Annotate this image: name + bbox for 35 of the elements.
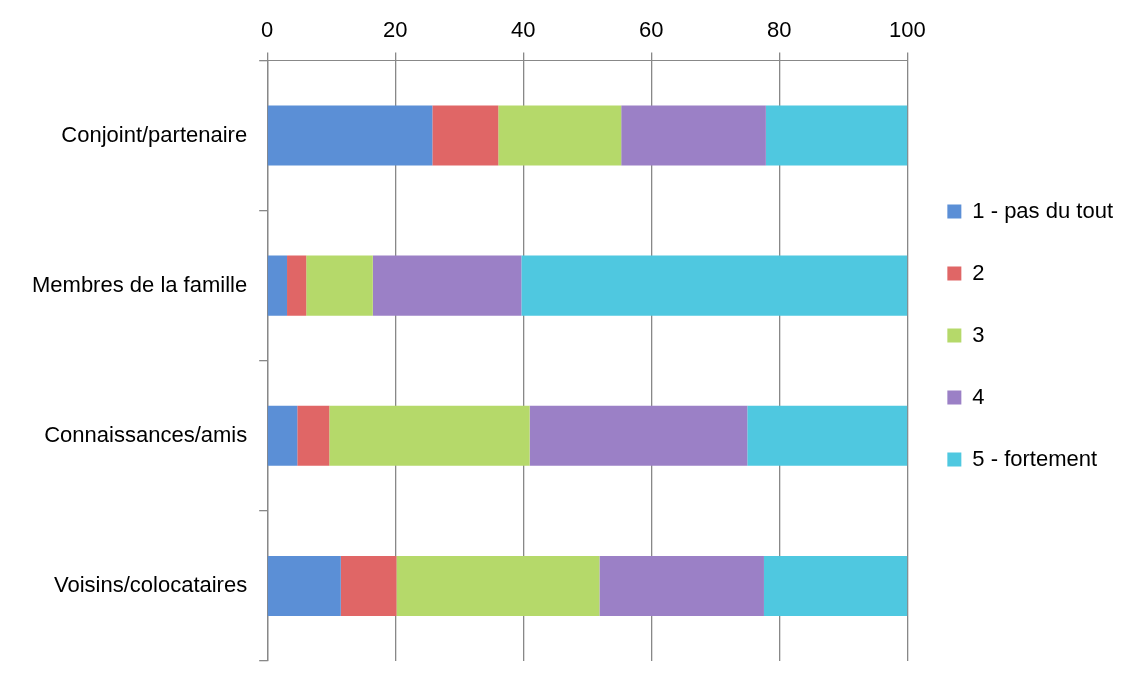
legend-label: 1 - pas du tout [972,197,1114,223]
x-tick-label: 0 [261,17,274,43]
bar [372,255,522,316]
bar [747,405,908,466]
bar [498,105,622,166]
bar [329,405,530,466]
x-tick-label: 100 [888,17,926,43]
x-tick-label: 60 [639,17,664,43]
y-tick-label: Membres de la famille [32,271,248,297]
legend-label: 4 [972,383,985,409]
legend-label: 5 - fortement [972,445,1098,471]
bar [340,555,397,616]
bar [287,255,307,316]
legend-label: 3 [972,321,985,347]
bar [267,255,288,316]
bar [432,105,499,166]
bar [765,105,908,166]
bar [396,555,600,616]
bar [267,405,298,466]
x-tick-label: 20 [382,17,408,43]
y-tick-label: Voisins/colocataires [53,571,248,597]
bar [599,555,764,616]
y-tick-label: Conjoint/partenaire [61,121,248,147]
bar [306,255,373,316]
bar [529,405,748,466]
bar [621,105,766,166]
bar [297,405,330,466]
y-tick-label: Connaissances/amis [44,421,248,447]
bar [763,555,908,616]
x-tick-label: 40 [511,17,536,43]
x-tick-label: 80 [767,17,792,43]
bar [521,255,908,316]
bar [267,105,433,166]
bar [267,555,341,616]
legend-label: 2 [972,259,985,285]
